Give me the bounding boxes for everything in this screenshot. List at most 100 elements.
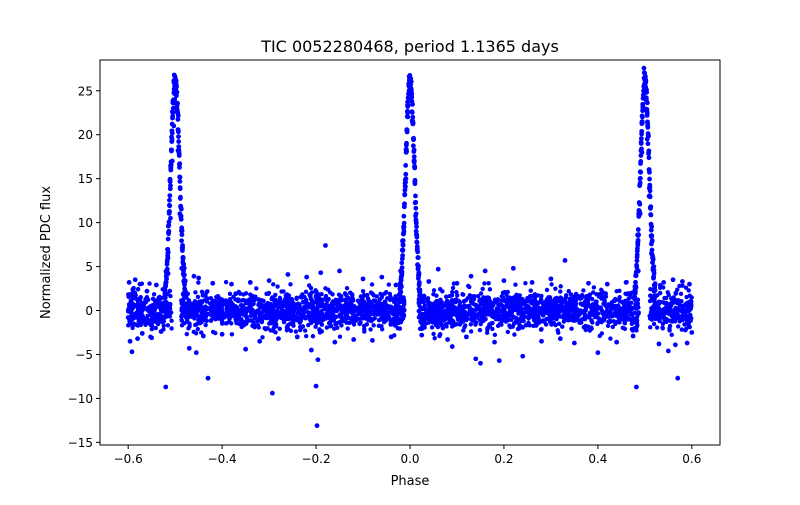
data-point	[637, 211, 643, 217]
noise-point	[532, 297, 538, 303]
noise-point	[332, 326, 337, 331]
x-tick-label: −0.2	[301, 452, 330, 466]
data-point	[370, 337, 375, 343]
data-point	[473, 356, 479, 362]
noise-point	[287, 321, 293, 327]
noise-point	[256, 325, 261, 330]
noise-point	[203, 293, 208, 298]
noise-point	[558, 295, 563, 300]
noise-point	[237, 317, 243, 322]
peak-point	[177, 164, 182, 170]
data-point	[196, 275, 202, 281]
noise-point	[301, 307, 307, 312]
data-point	[409, 88, 414, 94]
noise-point	[149, 326, 155, 332]
noise-point	[207, 301, 213, 306]
peak-point	[415, 255, 421, 261]
data-point	[247, 279, 253, 285]
noise-point	[157, 294, 162, 300]
peak-point	[179, 232, 185, 238]
noise-point	[194, 306, 199, 311]
noise-point	[648, 293, 653, 298]
peak-point	[649, 224, 655, 229]
peak-point	[175, 113, 181, 119]
peak-point	[162, 288, 168, 293]
noise-point	[635, 297, 641, 302]
noise-point	[613, 321, 618, 327]
data-point	[182, 292, 187, 298]
noise-point	[686, 319, 692, 325]
noise-point	[365, 296, 371, 302]
peak-point	[398, 278, 404, 283]
noise-point	[343, 299, 349, 305]
noise-point	[552, 315, 558, 321]
noise-point	[496, 317, 501, 322]
noise-point	[153, 325, 159, 331]
noise-point	[535, 320, 540, 325]
noise-point	[513, 282, 518, 287]
noise-point	[683, 285, 689, 290]
peak-point	[178, 194, 183, 200]
peak-point	[635, 227, 641, 232]
noise-point	[297, 310, 302, 316]
noise-point	[248, 309, 253, 315]
noise-point	[535, 313, 541, 318]
noise-point	[473, 322, 478, 327]
peak-point	[639, 128, 645, 134]
peak-point	[398, 284, 404, 289]
noise-point	[186, 298, 191, 303]
noise-point	[634, 306, 639, 311]
noise-point	[537, 299, 543, 305]
data-point	[403, 149, 409, 155]
noise-point	[517, 324, 522, 329]
peak-point	[652, 281, 658, 287]
peak-point	[400, 253, 406, 258]
noise-point	[165, 323, 171, 328]
noise-point	[224, 309, 230, 315]
data-point	[125, 315, 131, 320]
noise-point	[660, 325, 665, 330]
data-point	[172, 75, 178, 80]
noise-point	[594, 306, 600, 312]
noise-point	[149, 323, 155, 328]
peak-point	[417, 287, 423, 293]
noise-point	[162, 315, 168, 320]
data-point	[332, 339, 338, 345]
noise-point	[477, 327, 483, 333]
peak-point	[400, 238, 406, 243]
noise-point	[214, 312, 219, 317]
noise-point	[328, 317, 333, 323]
noise-point	[544, 308, 549, 314]
data-point	[630, 333, 636, 339]
noise-point	[606, 314, 611, 319]
peak-point	[162, 295, 168, 301]
noise-point	[274, 324, 279, 329]
noise-point	[349, 292, 355, 297]
data-point	[656, 341, 662, 347]
noise-point	[468, 322, 474, 327]
data-point	[388, 334, 394, 340]
data-point	[379, 274, 385, 280]
peak-point	[417, 292, 423, 297]
noise-point	[669, 296, 674, 301]
x-tick-label: −0.6	[114, 452, 143, 466]
peak-point	[398, 289, 404, 295]
peak-point	[169, 137, 175, 142]
noise-point	[591, 290, 596, 295]
noise-point	[528, 288, 533, 293]
noise-point	[401, 313, 407, 318]
peak-point	[647, 184, 653, 190]
data-point	[294, 334, 300, 340]
data-point	[641, 107, 646, 113]
noise-point	[587, 292, 593, 297]
data-point	[393, 282, 399, 288]
noise-point	[502, 289, 507, 295]
data-point	[642, 75, 648, 80]
noise-point	[598, 305, 603, 310]
noise-point	[593, 300, 599, 306]
noise-point	[283, 293, 289, 298]
data-point	[463, 334, 469, 340]
peak-point	[633, 285, 639, 290]
noise-point	[672, 316, 678, 322]
peak-point	[638, 141, 644, 146]
